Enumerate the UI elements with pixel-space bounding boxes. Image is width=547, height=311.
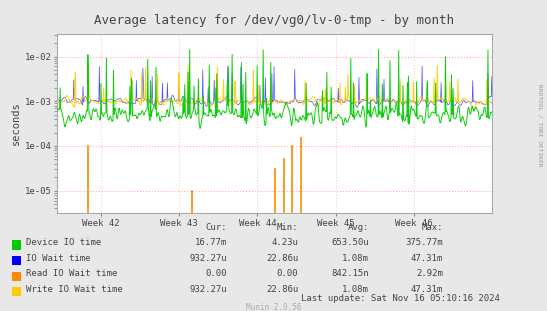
Text: 22.86u: 22.86u xyxy=(266,285,298,294)
Text: Device IO time: Device IO time xyxy=(26,238,102,247)
Text: 932.27u: 932.27u xyxy=(189,254,227,263)
Text: Min:: Min: xyxy=(277,222,298,231)
Text: 1.08m: 1.08m xyxy=(342,254,369,263)
Text: 932.27u: 932.27u xyxy=(189,285,227,294)
Text: 653.50u: 653.50u xyxy=(331,238,369,247)
Text: Max:: Max: xyxy=(422,222,443,231)
Text: Average latency for /dev/vg0/lv-0-tmp - by month: Average latency for /dev/vg0/lv-0-tmp - … xyxy=(94,14,453,27)
Text: 375.77m: 375.77m xyxy=(405,238,443,247)
Text: Read IO Wait time: Read IO Wait time xyxy=(26,269,118,278)
Text: 842.15n: 842.15n xyxy=(331,269,369,278)
Y-axis label: seconds: seconds xyxy=(11,102,21,146)
Text: 4.23u: 4.23u xyxy=(271,238,298,247)
Text: 1.08m: 1.08m xyxy=(342,285,369,294)
Text: 2.92m: 2.92m xyxy=(416,269,443,278)
Text: Cur:: Cur: xyxy=(206,222,227,231)
Text: Last update: Sat Nov 16 05:10:16 2024: Last update: Sat Nov 16 05:10:16 2024 xyxy=(301,294,500,303)
Text: 22.86u: 22.86u xyxy=(266,254,298,263)
Text: RRDTOOL / TOBI OETIKER: RRDTOOL / TOBI OETIKER xyxy=(538,84,543,166)
Text: 47.31m: 47.31m xyxy=(411,254,443,263)
Text: Avg:: Avg: xyxy=(348,222,369,231)
Text: Write IO Wait time: Write IO Wait time xyxy=(26,285,123,294)
Text: 16.77m: 16.77m xyxy=(195,238,227,247)
Text: 0.00: 0.00 xyxy=(277,269,298,278)
Text: 0.00: 0.00 xyxy=(206,269,227,278)
Text: Munin 2.0.56: Munin 2.0.56 xyxy=(246,303,301,311)
Text: IO Wait time: IO Wait time xyxy=(26,254,91,263)
Text: 47.31m: 47.31m xyxy=(411,285,443,294)
